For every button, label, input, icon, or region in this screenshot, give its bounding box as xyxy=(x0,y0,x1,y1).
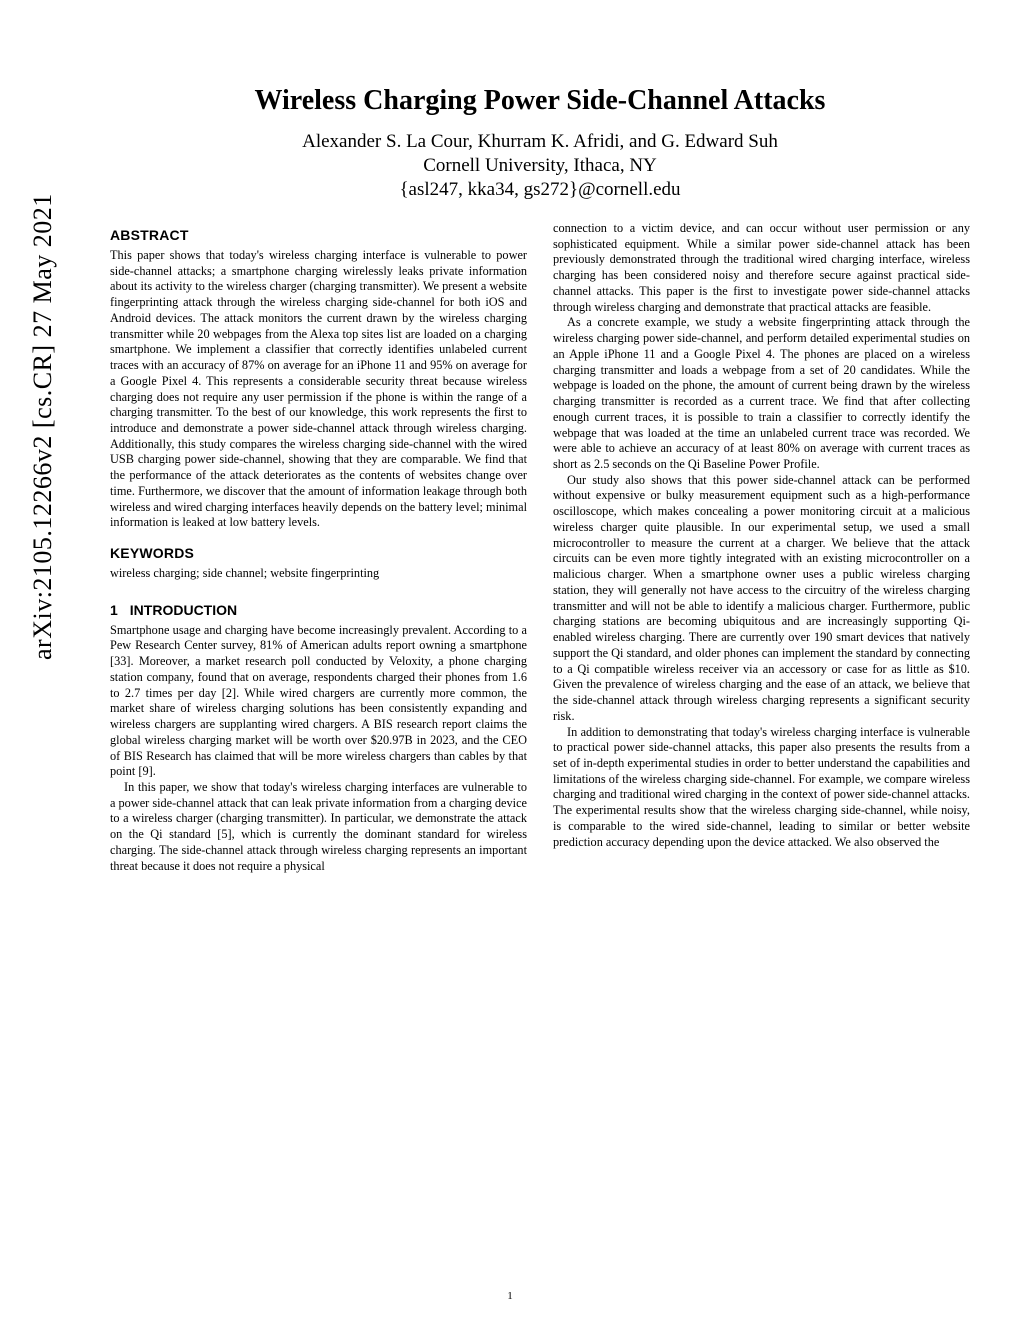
intro-paragraph-1: Smartphone usage and charging have becom… xyxy=(110,623,527,780)
page-number: 1 xyxy=(0,1290,1020,1302)
page-content: Wireless Charging Power Side-Channel Att… xyxy=(110,85,970,874)
paper-emails: {asl247, kka34, gs272}@cornell.edu xyxy=(110,179,970,201)
paper-affiliation: Cornell University, Ithaca, NY xyxy=(110,155,970,177)
two-column-layout: ABSTRACT This paper shows that today's w… xyxy=(110,221,970,874)
right-column: connection to a victim device, and can o… xyxy=(553,221,970,874)
section-title: INTRODUCTION xyxy=(130,602,237,618)
keywords-text: wireless charging; side channel; website… xyxy=(110,566,527,582)
keywords-heading: KEYWORDS xyxy=(110,545,527,563)
introduction-heading: 1 INTRODUCTION xyxy=(110,602,527,620)
intro-paragraph-2: In this paper, we show that today's wire… xyxy=(110,780,527,874)
abstract-text: This paper shows that today's wireless c… xyxy=(110,248,527,531)
body-paragraph-4: In addition to demonstrating that today'… xyxy=(553,725,970,851)
paper-title: Wireless Charging Power Side-Channel Att… xyxy=(110,85,970,117)
body-paragraph-3: Our study also shows that this power sid… xyxy=(553,473,970,725)
body-paragraph-2: As a concrete example, we study a websit… xyxy=(553,315,970,472)
arxiv-stamp: arXiv:2105.12266v2 [cs.CR] 27 May 2021 xyxy=(28,193,58,660)
body-paragraph-1: connection to a victim device, and can o… xyxy=(553,221,970,315)
left-column: ABSTRACT This paper shows that today's w… xyxy=(110,221,527,874)
paper-authors: Alexander S. La Cour, Khurram K. Afridi,… xyxy=(110,131,970,153)
section-number: 1 xyxy=(110,602,118,618)
abstract-heading: ABSTRACT xyxy=(110,227,527,245)
